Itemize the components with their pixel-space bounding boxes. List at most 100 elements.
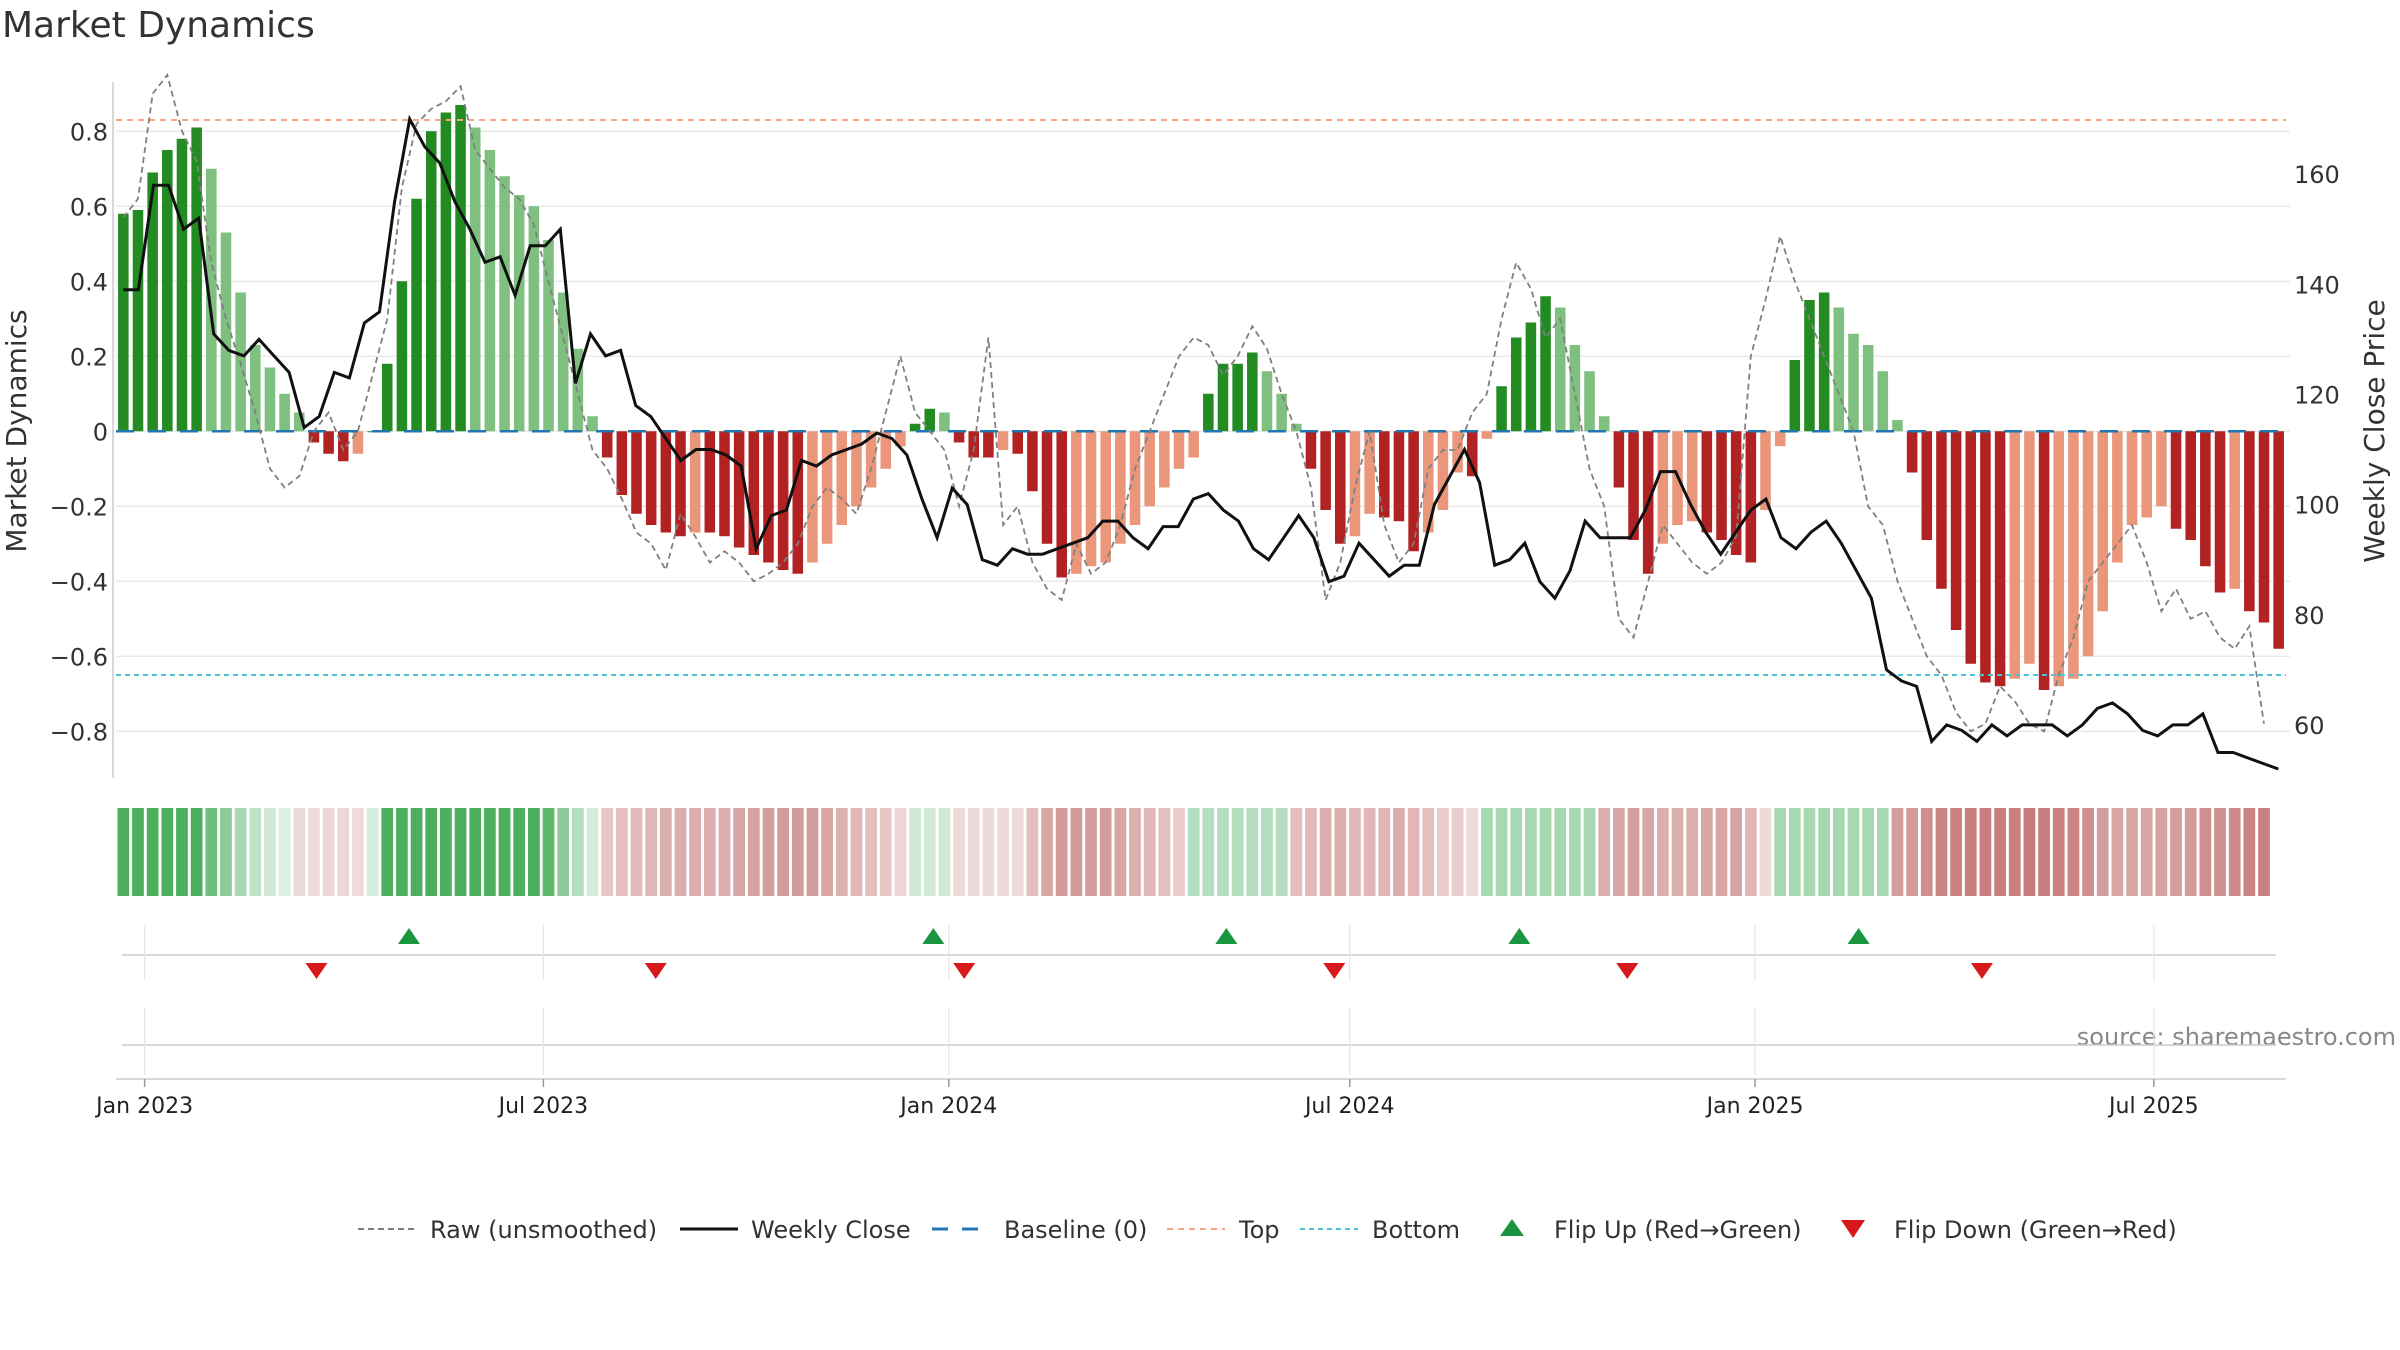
bar xyxy=(1056,431,1067,578)
regime-strip-cell xyxy=(1671,808,1684,896)
bar xyxy=(1305,431,1317,469)
regime-strip-cell xyxy=(1686,808,1699,896)
regime-strip-cell xyxy=(777,808,789,896)
regime-strip-cell xyxy=(1246,808,1259,896)
regime-strip-cell xyxy=(909,808,921,896)
bar xyxy=(1525,322,1537,432)
bar xyxy=(2068,431,2079,679)
regime-strip-cell xyxy=(1290,808,1303,896)
bar xyxy=(1833,307,1845,432)
bar xyxy=(191,127,202,432)
flip-up-marker xyxy=(1215,928,1238,944)
y-right-tick-label: 160 xyxy=(2294,161,2340,189)
bar xyxy=(381,363,393,432)
bar xyxy=(1716,431,1727,540)
regime-strip-cell xyxy=(1744,808,1757,896)
regime-strip-cell xyxy=(425,808,438,896)
regime-strip-cell xyxy=(117,808,130,896)
bar xyxy=(1906,431,1918,473)
legend-label: Raw (unsmoothed) xyxy=(430,1216,657,1244)
regime-strip-cell xyxy=(513,808,526,896)
regime-strip-cell xyxy=(1510,808,1523,896)
y-right-tick-label: 120 xyxy=(2294,381,2340,409)
regime-strip-cell xyxy=(1876,808,1889,896)
regime-strip-cell xyxy=(1862,808,1874,896)
y-tick-label: 0.4 xyxy=(70,268,108,296)
bar xyxy=(719,431,730,537)
regime-strip xyxy=(117,808,2270,896)
flip-down-marker xyxy=(644,963,667,979)
bar xyxy=(1936,431,1947,589)
regime-strip-cell xyxy=(1642,808,1655,896)
bar xyxy=(748,431,760,555)
bar xyxy=(1613,431,1625,488)
x-tick-label: Jan 2025 xyxy=(1705,1094,1804,1119)
bar xyxy=(1701,431,1713,533)
regime-strip-cell xyxy=(1055,808,1068,896)
regime-strip-cell xyxy=(1319,808,1332,896)
bar xyxy=(132,210,144,432)
regime-strip-cell xyxy=(1539,808,1552,896)
legend-label: Baseline (0) xyxy=(1004,1216,1147,1244)
regime-strip-cell xyxy=(586,808,599,896)
regime-strip-cell xyxy=(689,808,702,896)
bar xyxy=(1159,431,1170,488)
regime-strip-cell xyxy=(542,808,555,896)
bar xyxy=(1818,292,1830,432)
regime-strip-cell xyxy=(2243,808,2256,896)
flip-down-marker xyxy=(1323,963,1346,979)
y-tick-label: −0.6 xyxy=(50,643,108,671)
regime-strip-cell xyxy=(1481,808,1493,896)
regime-strip-cell xyxy=(806,808,819,896)
bar xyxy=(1965,431,1977,664)
regime-strip-cell xyxy=(1656,808,1669,896)
regime-strip-cell xyxy=(1613,808,1625,896)
regime-strip-cell xyxy=(132,808,144,896)
legend-label: Bottom xyxy=(1372,1216,1460,1244)
y-tick-label: 0 xyxy=(93,418,108,446)
bar xyxy=(1584,371,1595,432)
regime-strip-cell xyxy=(2067,808,2080,896)
regime-strip-cell xyxy=(498,808,511,896)
regime-strip-cell xyxy=(982,808,995,896)
bar xyxy=(440,112,452,432)
bar xyxy=(836,431,848,525)
legend-flip-down-swatch xyxy=(1841,1220,1865,1238)
bar xyxy=(1247,352,1258,432)
bar xyxy=(1349,431,1361,537)
regime-strip-cell xyxy=(747,808,760,896)
bar xyxy=(587,416,598,432)
x-tick-label: Jan 2023 xyxy=(94,1094,193,1119)
regime-strip-cell xyxy=(2126,808,2138,896)
regime-strip-cell xyxy=(1583,808,1596,896)
regime-strip-cell xyxy=(1598,808,1611,896)
regime-strip-cell xyxy=(1202,808,1215,896)
bar xyxy=(2273,431,2284,649)
bar xyxy=(176,138,188,432)
bar xyxy=(1466,431,1478,477)
regime-strip-cell xyxy=(1041,808,1053,896)
regime-strip-cell xyxy=(1011,808,1024,896)
bar xyxy=(2112,431,2123,563)
bar xyxy=(1540,296,1551,432)
bar xyxy=(425,131,437,432)
regime-strip-cell xyxy=(1129,808,1141,896)
bar xyxy=(1291,423,1302,432)
x-tick-label: Jul 2024 xyxy=(1303,1094,1395,1119)
bar xyxy=(1569,345,1581,432)
bar xyxy=(1452,431,1463,473)
regime-strip-cell xyxy=(1466,808,1479,896)
regime-strip-cell xyxy=(2258,808,2270,896)
regime-strip-cell xyxy=(249,808,262,896)
bar xyxy=(631,431,642,514)
bar xyxy=(1496,386,1507,432)
regime-strip-cell xyxy=(1349,808,1361,896)
bar xyxy=(1994,431,2006,687)
regime-strip-cell xyxy=(645,808,658,896)
bar xyxy=(264,367,276,432)
bar xyxy=(2258,431,2270,623)
regime-strip-cell xyxy=(2228,808,2241,896)
regime-strip-cell xyxy=(1305,808,1317,896)
regime-strip-cell xyxy=(2096,808,2109,896)
bar xyxy=(293,412,305,432)
